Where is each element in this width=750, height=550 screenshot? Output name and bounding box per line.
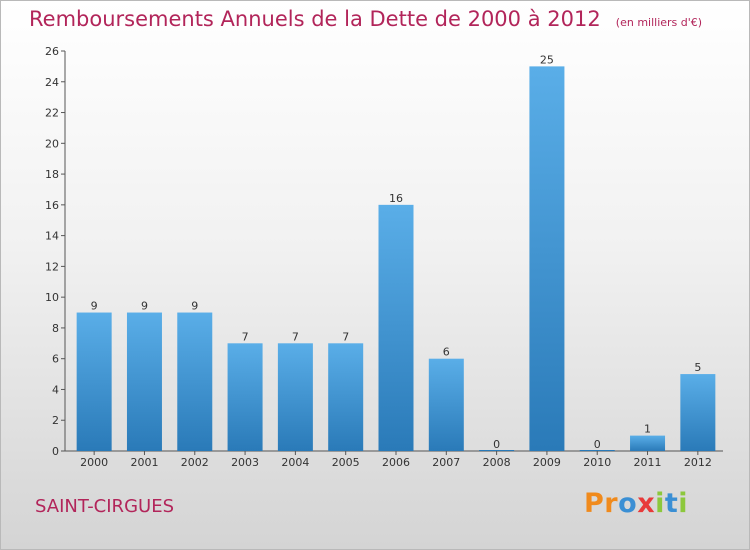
x-tick-label: 2000 (80, 456, 108, 469)
chart-unit: (en milliers d'€) (615, 16, 703, 29)
y-tick-label: 10 (45, 291, 59, 304)
x-tick-label: 2012 (684, 456, 712, 469)
y-tick-label: 20 (45, 137, 59, 150)
bar-value-label: 9 (91, 300, 98, 313)
logo-letter: i (655, 488, 665, 519)
x-tick-label: 2006 (382, 456, 410, 469)
y-tick-label: 16 (45, 199, 59, 212)
bar (428, 358, 464, 451)
y-tick-label: 12 (45, 260, 59, 273)
x-tick-label: 2009 (533, 456, 561, 469)
bar-value-label: 6 (443, 346, 450, 359)
bar (126, 312, 162, 451)
chart-title: Remboursements Annuels de la Dette de 20… (29, 7, 601, 31)
bar-value-label: 9 (141, 300, 148, 313)
logo-letter: o (618, 488, 638, 519)
y-tick-label: 6 (52, 353, 59, 366)
y-tick-label: 0 (52, 445, 59, 458)
x-tick-label: 2001 (130, 456, 158, 469)
bar-value-label: 25 (540, 53, 554, 66)
bar (76, 312, 112, 451)
x-tick-label: 2010 (583, 456, 611, 469)
bar (378, 204, 414, 451)
chart-title-block: Remboursements Annuels de la Dette de 20… (29, 7, 702, 31)
y-tick-label: 8 (52, 322, 59, 335)
y-tick-label: 2 (52, 414, 59, 427)
bar-value-label: 16 (389, 192, 403, 205)
y-tick-label: 14 (45, 230, 59, 243)
y-tick-label: 18 (45, 168, 59, 181)
bar (529, 66, 565, 451)
y-tick-label: 26 (45, 45, 59, 58)
y-tick-label: 24 (45, 76, 59, 89)
logo-letter: r (604, 488, 619, 519)
logo-letter: t (664, 488, 679, 519)
bar (328, 343, 364, 451)
x-tick-label: 2008 (483, 456, 511, 469)
x-tick-label: 2011 (634, 456, 662, 469)
bar-value-label: 5 (694, 361, 701, 374)
bar (579, 450, 615, 451)
x-tick-label: 2002 (181, 456, 209, 469)
bar-value-label: 9 (191, 300, 198, 313)
bar (479, 450, 515, 451)
x-tick-label: 2007 (432, 456, 460, 469)
bar-value-label: 1 (644, 423, 651, 436)
bar (630, 435, 666, 451)
y-tick-label: 22 (45, 107, 59, 120)
x-tick-label: 2005 (332, 456, 360, 469)
proxiti-logo[interactable]: Proxiti (584, 488, 688, 519)
x-tick-label: 2003 (231, 456, 259, 469)
x-tick-label: 2004 (281, 456, 309, 469)
bar-value-label: 7 (292, 330, 299, 343)
bar-value-label: 7 (242, 330, 249, 343)
logo-letter: i (678, 488, 689, 519)
logo-letter: P (584, 488, 605, 519)
commune-name: SAINT-CIRGUES (35, 496, 174, 517)
y-tick-label: 4 (52, 383, 59, 396)
bar-value-label: 7 (342, 330, 349, 343)
bar (680, 374, 716, 451)
logo-letter: x (637, 488, 656, 519)
bar (177, 312, 213, 451)
bar (227, 343, 263, 451)
bar-value-label: 0 (594, 438, 601, 451)
bar (277, 343, 313, 451)
bar-value-label: 0 (493, 438, 500, 451)
